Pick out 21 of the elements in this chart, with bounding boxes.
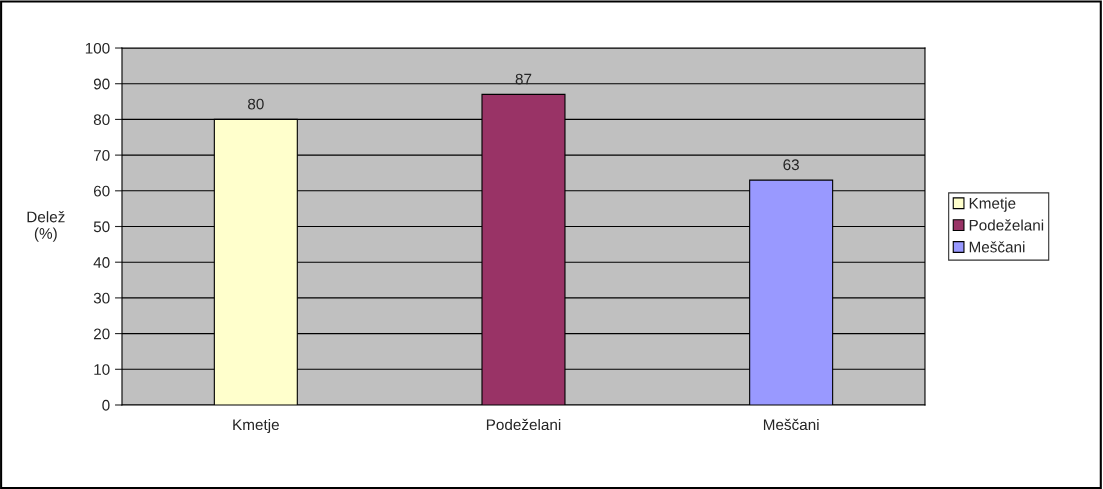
y-axis-title: Delež (%) (27, 211, 65, 242)
legend-label: Meščani (969, 241, 1025, 253)
y-tick-label: 90 (93, 78, 110, 90)
legend-label: Podeželani (969, 219, 1044, 231)
y-tick-label: 0 (102, 399, 110, 411)
x-tick-label: Kmetje (233, 418, 279, 434)
data-label: 63 (783, 159, 799, 171)
y-tick-label: 70 (93, 149, 110, 161)
y-tick-label: 20 (93, 328, 110, 340)
y-tick-label: 30 (93, 292, 110, 304)
y-tick-label: 60 (93, 185, 110, 197)
y-tick-label: 80 (93, 114, 110, 126)
y-tick-label: 10 (94, 364, 110, 375)
data-label: 80 (247, 98, 264, 110)
data-label: 87 (515, 73, 532, 85)
y-tick-label: 100 (85, 42, 110, 54)
x-tick-label: Podeželani (486, 418, 561, 431)
y-tick-label: 40 (93, 257, 110, 268)
x-tick-label: Meščani (763, 418, 819, 431)
y-tick-label: 50 (93, 221, 110, 233)
legend-label: Kmetje (969, 197, 1016, 212)
